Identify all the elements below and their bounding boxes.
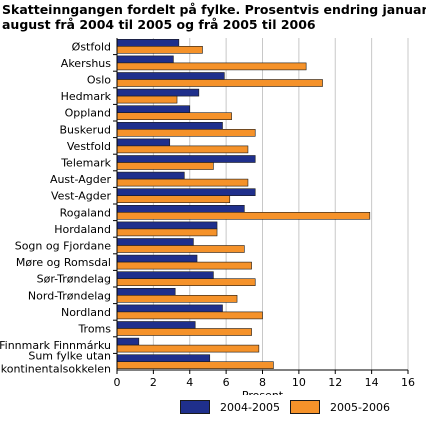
- x-tick-label-8: 8: [259, 376, 266, 389]
- category-label-troms: Troms: [77, 323, 111, 336]
- category-label-telemark: Telemark: [60, 157, 111, 170]
- bar-2004-2005-hordaland: [116, 221, 218, 230]
- category-label-more-og-romsdal: Møre og Romsdal: [16, 256, 111, 269]
- x-tick-label-16: 16: [401, 376, 415, 389]
- x-axis-label: Prosent: [242, 389, 284, 395]
- bar-2004-2005-akershus: [116, 55, 174, 64]
- category-label-nord-trondelag: Nord-Trøndelag: [28, 289, 111, 302]
- bar-2005-2006-oslo: [116, 79, 323, 87]
- bar-2005-2006-nord-trondelag: [116, 294, 238, 303]
- bar-2004-2005-finnmark-finnmarku: [116, 337, 140, 346]
- legend-swatch-2005-2006: [290, 400, 320, 414]
- bar-2004-2005-sum-fylke-utan-kontinentalsokkelen: [116, 354, 211, 363]
- chart-legend: 2004-2005 2005-2006: [0, 396, 426, 424]
- chart-title-line-2: august frå 2004 til 2005 og frå 2005 til…: [2, 17, 316, 32]
- category-label-vest-agder: Vest-Agder: [51, 190, 111, 203]
- bar-2005-2006-sor-trondelag: [116, 278, 256, 287]
- legend-label-2004-2005: 2004-2005: [220, 401, 280, 414]
- category-label-oppland: Oppland: [65, 107, 111, 120]
- chart-title: Skatteinngangen fordelt på fylke. Prosen…: [2, 2, 426, 32]
- bar-2005-2006-oppland: [116, 112, 232, 120]
- category-label-sor-trondelag: Sør-Trøndelag: [37, 273, 111, 286]
- bar-2004-2005-more-og-romsdal: [116, 254, 198, 263]
- bar-2004-2005-vestfold: [116, 138, 171, 147]
- bar-2005-2006-vestfold: [116, 145, 249, 154]
- bar-2005-2006-finnmark-finnmarku: [116, 344, 260, 353]
- bar-2004-2005-rogaland: [116, 205, 245, 213]
- bar-2004-2005-hedmark: [116, 88, 200, 97]
- category-label-ostfold: Østfold: [72, 40, 111, 53]
- legend-label-2005-2006: 2005-2006: [330, 401, 390, 414]
- category-label-hedmark: Hedmark: [61, 90, 112, 103]
- category-label-buskerud: Buskerud: [60, 123, 111, 136]
- bar-2005-2006-hedmark: [116, 95, 178, 104]
- category-label-nordland: Nordland: [61, 306, 111, 319]
- bar-2004-2005-aust-agder: [116, 171, 185, 180]
- bar-2005-2006-hordaland: [116, 228, 218, 237]
- bar-2005-2006-troms: [116, 328, 252, 336]
- bar-2005-2006-sogn-og-fjordane: [116, 245, 245, 253]
- category-label-aust-agder: Aust-Agder: [50, 173, 112, 186]
- bar-2004-2005-nord-trondelag: [116, 287, 176, 296]
- legend-swatch-2004-2005: [180, 400, 210, 414]
- x-tick-label-10: 10: [292, 376, 306, 389]
- category-label-akershus: Akershus: [61, 57, 111, 70]
- category-label-sogn-og-fjordane: Sogn og Fjordane: [15, 240, 112, 253]
- bar-2005-2006-buskerud: [116, 129, 256, 137]
- category-label-rogaland: Rogaland: [60, 206, 111, 219]
- bar-2004-2005-buskerud: [116, 122, 223, 130]
- bar-2004-2005-sor-trondelag: [116, 271, 214, 280]
- bar-2005-2006-rogaland: [116, 212, 371, 220]
- bar-2005-2006-sum-fylke-utan-kontinentalsokkelen: [116, 361, 274, 370]
- bar-2005-2006-akershus: [116, 62, 307, 71]
- bar-chart: Østfold Akershus Oslo Hedmark Oppland Buskeru…: [0, 38, 415, 395]
- category-label-oslo: Oslo: [87, 74, 111, 87]
- x-tick-label-2: 2: [150, 376, 157, 389]
- category-label-finnmark-finnmarku: Finnmark Finnmárku: [0, 339, 111, 352]
- category-label-hordaland: Hordaland: [54, 223, 111, 236]
- bar-2004-2005-troms: [116, 321, 196, 329]
- bar-2005-2006-nordland: [116, 311, 263, 320]
- bar-2005-2006-vest-agder: [116, 195, 231, 203]
- x-tick-label-0: 0: [114, 376, 121, 389]
- bar-2005-2006-telemark: [116, 162, 214, 170]
- bar-2005-2006-more-og-romsdal: [116, 261, 252, 270]
- chart-title-line-1: Skatteinngangen fordelt på fylke. Prosen…: [2, 2, 426, 17]
- bar-2004-2005-sogn-og-fjordane: [116, 238, 194, 246]
- bar-2004-2005-oppland: [116, 105, 191, 113]
- category-label-sum-fylke-utan-kontinentalsokkelen: Sum fylke utan kontinentalsokkelen: [1, 350, 111, 376]
- bar-2004-2005-telemark: [116, 155, 256, 163]
- x-tick-label-6: 6: [223, 376, 230, 389]
- x-tick-label-4: 4: [186, 376, 193, 389]
- bar-2004-2005-nordland: [116, 304, 223, 313]
- bar-2005-2006-aust-agder: [116, 178, 249, 187]
- bar-2004-2005-oslo: [116, 72, 225, 80]
- bar-2004-2005-vest-agder: [116, 188, 256, 196]
- bar-2005-2006-ostfold: [116, 45, 203, 54]
- x-tick-label-14: 14: [365, 376, 379, 389]
- x-tick-label-12: 12: [328, 376, 342, 389]
- category-label-vestfold: Vestfold: [67, 140, 111, 153]
- bar-2004-2005-ostfold: [116, 38, 180, 47]
